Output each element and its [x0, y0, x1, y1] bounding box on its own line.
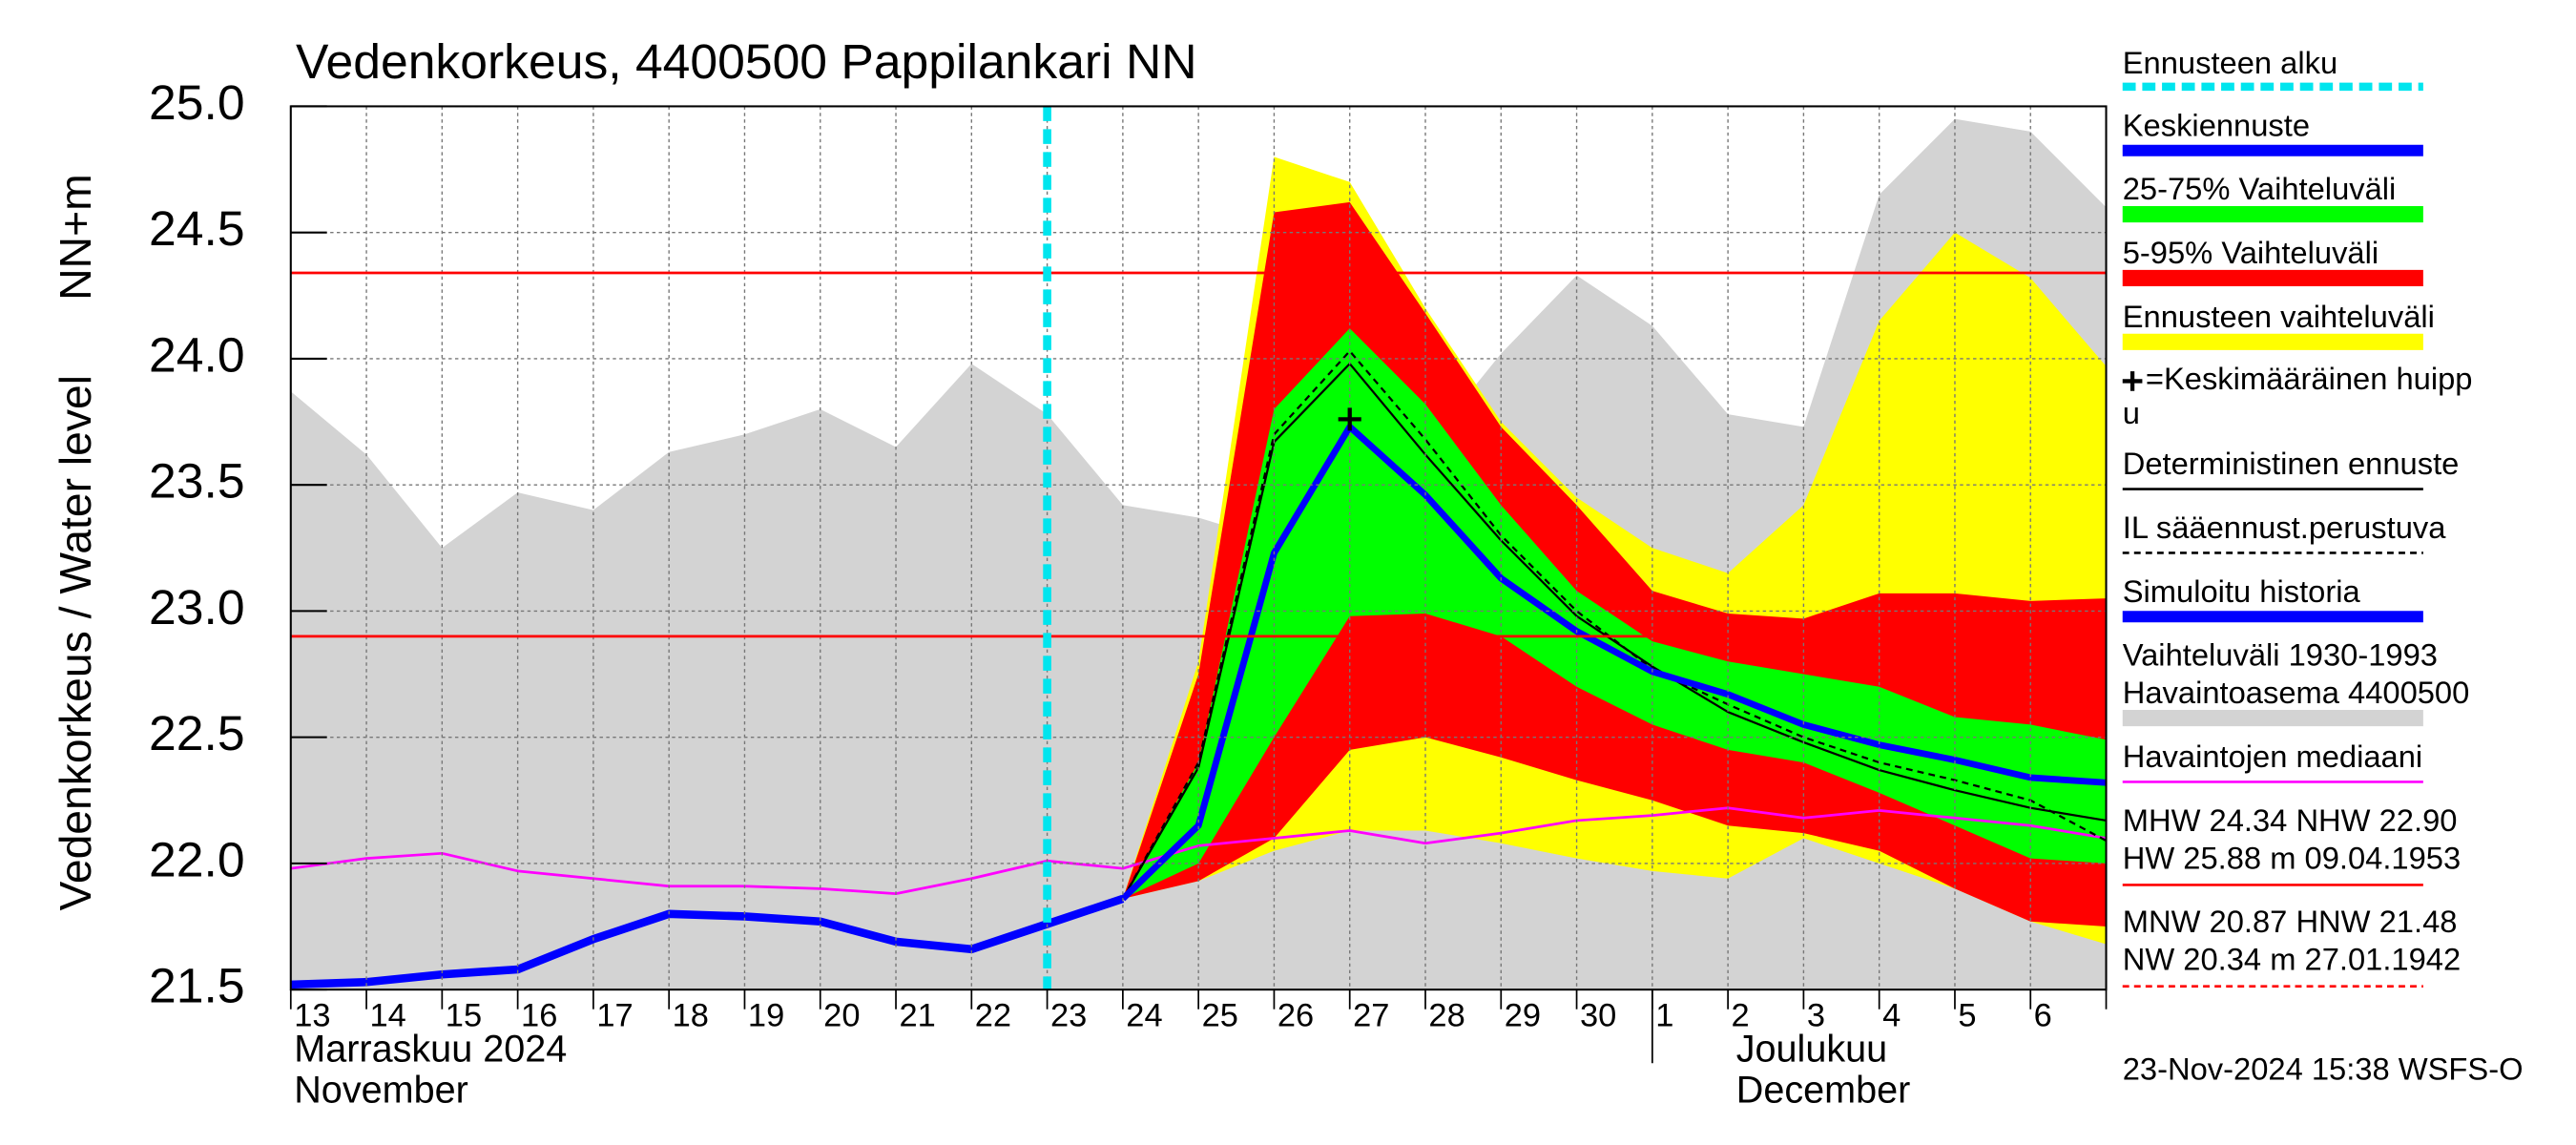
y-tick-label: 24.0: [149, 327, 245, 383]
legend-label: Vaihteluväli 1930-1993: [2123, 637, 2438, 673]
x-tick-label: 22: [975, 997, 1011, 1033]
x-tick-label: 30: [1580, 997, 1616, 1033]
legend-label: Deterministinen ennuste: [2123, 446, 2460, 481]
plot-frame: [289, 105, 2108, 991]
series-line: [1121, 349, 2107, 900]
y-axis-label: Vedenkorkeus / Water level: [51, 375, 100, 911]
legend-label: Ennusteen alku: [2123, 45, 2337, 80]
legend-marker: [2122, 371, 2143, 391]
x-tick-label: 27: [1353, 997, 1389, 1033]
legend-label: Keskiennuste: [2123, 107, 2310, 142]
legend-label: Simuloitu historia: [2123, 573, 2361, 609]
x-tick-label: 20: [823, 997, 860, 1033]
x-tick-label: 17: [596, 997, 633, 1033]
y-tick-label: 23.0: [149, 579, 245, 635]
legend-label: IL sääennust.perustuva: [2123, 510, 2447, 545]
x-tick-label: 1: [1655, 997, 1673, 1033]
legend-label: u: [2123, 395, 2140, 430]
x-tick-label: 15: [446, 997, 482, 1033]
x-tick-label: 14: [370, 997, 406, 1033]
month-label: Marraskuu 2024: [294, 1029, 567, 1071]
legend-label: Havaintojen mediaani: [2123, 739, 2422, 774]
chart-title: Vedenkorkeus, 4400500 Pappilankari NN: [296, 33, 1197, 89]
x-tick-label: 26: [1278, 997, 1314, 1033]
x-tick-label: 23: [1050, 997, 1087, 1033]
x-tick-label: 6: [2034, 997, 2052, 1033]
x-tick-label: 18: [673, 997, 709, 1033]
stats-label: MNW 20.87 HNW 21.48: [2123, 904, 2458, 939]
legend-label: 25-75% Vaihteluväli: [2123, 171, 2397, 206]
y-tick-label: 21.5: [149, 958, 245, 1013]
x-tick-label: 29: [1505, 997, 1541, 1033]
x-tick-label: 4: [1882, 997, 1901, 1033]
month-label: November: [294, 1070, 468, 1112]
x-tick-label: 2: [1732, 997, 1750, 1033]
x-tick-label: 19: [748, 997, 784, 1033]
band: [1122, 328, 2107, 899]
x-tick-label: 5: [1958, 997, 1976, 1033]
x-tick-label: 13: [294, 997, 330, 1033]
legend-label: Havaintoasema 4400500: [2123, 675, 2470, 710]
y-tick-label: 23.5: [149, 453, 245, 509]
y-tick-label: 22.5: [149, 705, 245, 760]
legend-label: 5-95% Vaihteluväli: [2123, 235, 2379, 270]
series-line: [290, 894, 1125, 989]
x-tick-label: 24: [1126, 997, 1162, 1033]
series-line: [1120, 423, 2107, 902]
y-tick-label: 22.0: [149, 832, 245, 887]
x-tick-label: 21: [899, 997, 935, 1033]
stats-label: MHW 24.34 NHW 22.90: [2123, 802, 2458, 838]
month-label: December: [1736, 1070, 1911, 1112]
stats-label: HW 25.88 m 09.04.1953: [2123, 840, 2461, 875]
stats-label: NW 20.34 m 27.01.1942: [2123, 942, 2461, 977]
y-axis-unit: NN+m: [51, 174, 100, 300]
legend-label: =Keskimääräinen huipp: [2146, 361, 2473, 396]
y-tick-label: 25.0: [149, 74, 245, 130]
legend-label: Ennusteen vaihteluväli: [2123, 299, 2435, 334]
x-tick-label: 16: [521, 997, 557, 1033]
y-tick-label: 24.5: [149, 200, 245, 256]
x-tick-label: 28: [1428, 997, 1465, 1033]
x-tick-label: 3: [1807, 997, 1825, 1033]
month-label: Joulukuu: [1736, 1029, 1887, 1071]
footer: 23-Nov-2024 15:38 WSFS-O: [2123, 1051, 2524, 1087]
x-tick-label: 25: [1202, 997, 1238, 1033]
peak-marker: [1338, 407, 1361, 431]
